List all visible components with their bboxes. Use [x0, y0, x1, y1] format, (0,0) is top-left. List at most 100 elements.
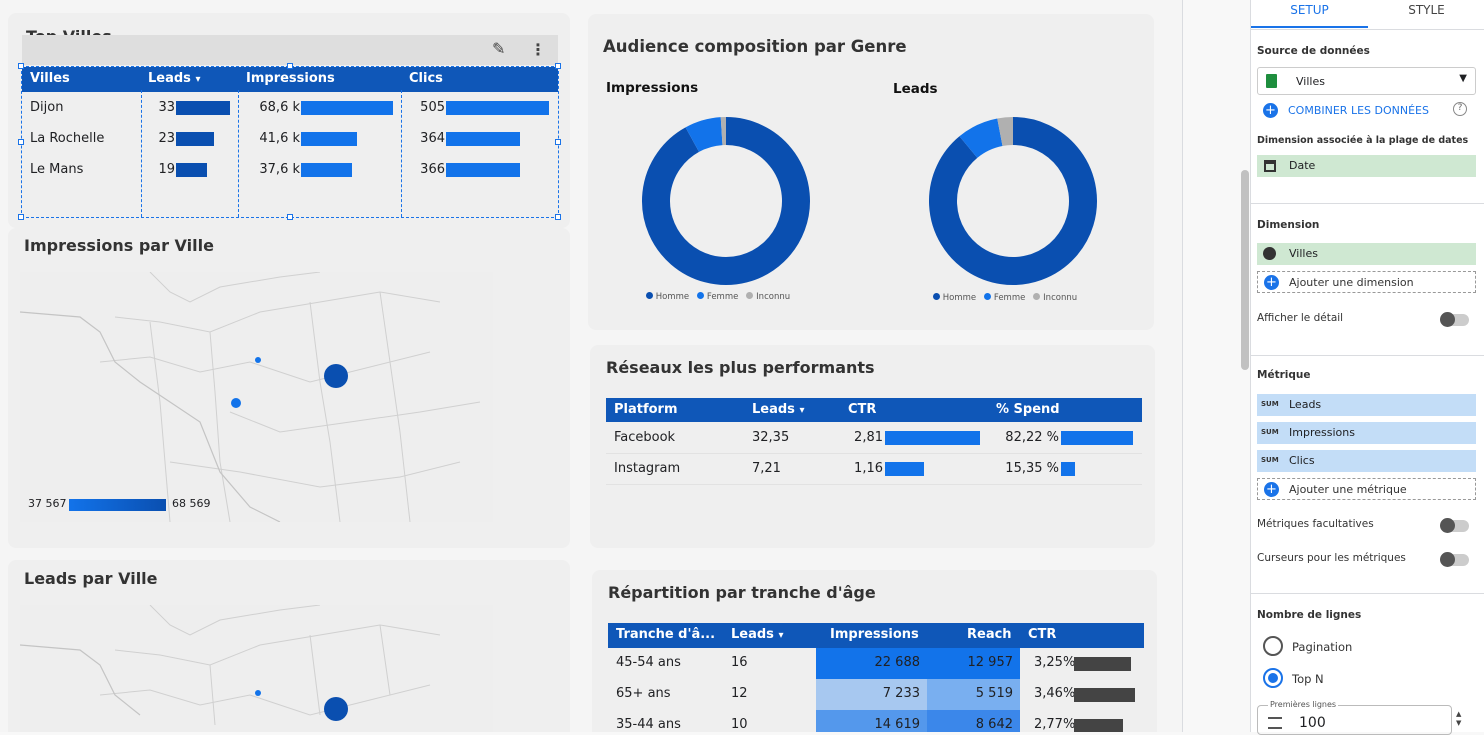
table-row: 65+ ans 12 7 233 5 519 3,46%	[608, 679, 1144, 710]
combine-data-link[interactable]: + COMBINER LES DONNÉES ?	[1257, 102, 1476, 120]
table-row: Instagram 7,21 1,16 15,35 %	[606, 454, 1142, 485]
header-impressions[interactable]: Impressions	[830, 627, 919, 642]
add-metric-label: Ajouter une métrique	[1289, 483, 1407, 496]
ctr-bar	[1074, 688, 1135, 702]
help-icon[interactable]: ?	[1453, 102, 1467, 116]
topn-radio[interactable]	[1263, 668, 1283, 688]
edit-icon[interactable]: ✎	[492, 39, 505, 58]
spend-bar	[1061, 431, 1133, 445]
cell-leads: 32,35	[752, 430, 789, 445]
resize-handle[interactable]	[555, 63, 561, 69]
selection-frame[interactable]	[21, 66, 559, 218]
date-dimension-chip[interactable]: Date	[1257, 155, 1476, 177]
drill-down-toggle[interactable]	[1441, 314, 1469, 326]
cell-impressions: 14 619	[875, 717, 921, 732]
chart-toolbar	[22, 35, 558, 65]
cell-ctr: 3,46%	[1034, 686, 1075, 701]
metric-chip-clics[interactable]: SUM Clics	[1257, 450, 1476, 472]
france-map	[20, 605, 493, 732]
donut-slice-homme[interactable]	[943, 131, 1083, 271]
city-marker[interactable]	[324, 364, 348, 388]
cell-ctr: 1,16	[854, 461, 883, 476]
header-ctr[interactable]: CTR	[1028, 627, 1056, 642]
divider	[1251, 29, 1484, 30]
source-select[interactable]: Villes ▼	[1257, 67, 1476, 95]
date-dimension-label: Dimension associée à la plage de dates	[1257, 135, 1468, 146]
city-marker[interactable]	[324, 697, 348, 721]
age-table[interactable]: Tranche d'â... Leads ▾ Impressions Reach…	[608, 623, 1144, 732]
metric-chip-leads[interactable]: SUM Leads	[1257, 394, 1476, 416]
dimension-value: Villes	[1289, 247, 1318, 260]
column-guide	[141, 90, 142, 217]
city-marker[interactable]	[231, 398, 241, 408]
leads-map[interactable]	[20, 605, 493, 732]
resize-handle[interactable]	[287, 214, 293, 220]
cell-spend: 82,22 %	[1005, 430, 1059, 445]
first-rows-input[interactable]: Premières lignes 100	[1257, 705, 1452, 735]
header-leads[interactable]: Leads ▾	[752, 402, 804, 417]
donut-title-leads: Leads	[893, 81, 938, 97]
add-dimension-button[interactable]: + Ajouter une dimension	[1257, 271, 1476, 293]
sheets-icon	[1266, 74, 1277, 88]
donut-slice-inconnu[interactable]	[1000, 131, 1013, 132]
resize-handle[interactable]	[18, 63, 24, 69]
legend-gradient	[69, 499, 166, 511]
ctr-bar	[885, 431, 980, 445]
cell-spend: 15,35 %	[1005, 461, 1059, 476]
sort-desc-icon: ▾	[778, 630, 783, 641]
legend-homme: Homme	[943, 293, 976, 303]
header-spend[interactable]: % Spend	[996, 402, 1060, 417]
canvas-scrollbar[interactable]	[1241, 170, 1249, 370]
divider	[1251, 355, 1484, 356]
dimension-chip[interactable]: Villes	[1257, 243, 1476, 265]
metric-impressions: Impressions	[1289, 426, 1355, 439]
header-leads[interactable]: Leads ▾	[731, 627, 783, 642]
impressions-map[interactable]: 37 567 68 569	[20, 272, 493, 522]
tab-setup[interactable]: SETUP	[1251, 0, 1368, 28]
more-options-icon[interactable]: ⋮	[530, 40, 546, 59]
cell-reach: 8 642	[976, 717, 1013, 732]
metric-leads: Leads	[1289, 398, 1321, 411]
optional-metrics-toggle[interactable]	[1441, 520, 1469, 532]
resize-handle[interactable]	[555, 139, 561, 145]
header-leads-label: Leads	[752, 402, 795, 417]
first-rows-label: Premières lignes	[1268, 700, 1338, 709]
header-tranche[interactable]: Tranche d'â...	[616, 627, 715, 642]
legend-dot-inconnu	[746, 292, 753, 299]
table-row: Facebook 32,35 2,81 82,22 %	[606, 423, 1142, 454]
metric-chip-impressions[interactable]: SUM Impressions	[1257, 422, 1476, 444]
ctr-bar	[885, 462, 924, 476]
legend-max: 68 569	[172, 497, 211, 510]
sum-tag: SUM	[1261, 456, 1279, 464]
source-value: Villes	[1296, 75, 1325, 88]
donut-slice-femme[interactable]	[968, 132, 1000, 147]
reseaux-table[interactable]: Platform Leads ▾ CTR % Spend Facebook 32…	[606, 398, 1142, 488]
header-platform[interactable]: Platform	[614, 402, 678, 417]
city-marker[interactable]	[255, 690, 261, 696]
tab-style[interactable]: STYLE	[1368, 0, 1484, 28]
donut-slice-homme[interactable]	[656, 131, 796, 271]
cell-leads: 16	[731, 655, 748, 670]
stepper-icon[interactable]: ▲▼	[1456, 710, 1461, 728]
resize-handle[interactable]	[287, 63, 293, 69]
header-leads-label: Leads	[731, 627, 774, 642]
city-marker[interactable]	[255, 357, 261, 363]
france-map	[20, 272, 493, 522]
donut-slice-femme[interactable]	[692, 131, 721, 140]
header-reach[interactable]: Reach	[967, 627, 1012, 642]
add-metric-button[interactable]: + Ajouter une métrique	[1257, 478, 1476, 500]
impressions-donut[interactable]	[641, 116, 811, 286]
combine-label: COMBINER LES DONNÉES	[1288, 104, 1429, 117]
chevron-down-icon: ▼	[1459, 73, 1467, 84]
resize-handle[interactable]	[18, 139, 24, 145]
leads-donut[interactable]	[928, 116, 1098, 286]
legend-homme: Homme	[656, 292, 689, 302]
pagination-radio[interactable]	[1263, 636, 1283, 656]
table-header: Tranche d'â... Leads ▾ Impressions Reach…	[608, 623, 1144, 648]
metric-sliders-toggle[interactable]	[1441, 554, 1469, 566]
header-ctr[interactable]: CTR	[848, 402, 876, 417]
resize-handle[interactable]	[555, 214, 561, 220]
cell-impressions: 22 688	[875, 655, 921, 670]
resize-handle[interactable]	[18, 214, 24, 220]
reseaux-title: Réseaux les plus performants	[606, 358, 875, 377]
